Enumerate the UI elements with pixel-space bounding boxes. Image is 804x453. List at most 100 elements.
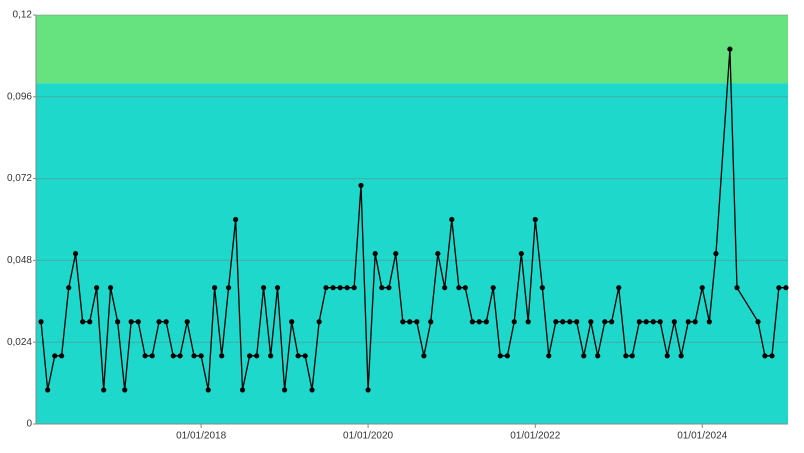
data-point	[156, 319, 162, 325]
data-point	[518, 250, 524, 257]
data-point	[72, 250, 79, 257]
data-point	[393, 250, 399, 257]
data-point	[330, 285, 336, 291]
data-point	[476, 319, 482, 325]
data-point	[282, 387, 288, 393]
data-point	[358, 182, 364, 189]
data-point	[66, 285, 72, 291]
data-point	[692, 319, 698, 325]
data-point	[421, 353, 427, 359]
data-point	[532, 216, 538, 223]
data-point	[525, 319, 531, 325]
data-point	[588, 319, 594, 325]
data-point	[274, 285, 281, 291]
data-point	[309, 387, 315, 393]
y-tick-label: 0,024	[7, 337, 32, 348]
data-point	[553, 319, 559, 325]
data-point	[727, 46, 733, 52]
data-point	[462, 285, 468, 291]
data-point	[671, 319, 677, 325]
data-point	[94, 285, 100, 291]
x-tick-label: 01/01/2020	[343, 431, 393, 442]
data-point	[184, 319, 190, 325]
data-point	[483, 319, 489, 325]
data-point	[233, 216, 239, 223]
data-point	[678, 353, 684, 359]
data-point	[344, 285, 350, 291]
threshold-band	[36, 83, 788, 425]
y-tick-label: 0,096	[7, 91, 32, 102]
data-point	[379, 285, 385, 291]
data-point	[212, 285, 218, 291]
data-point	[289, 319, 295, 325]
data-point	[713, 250, 719, 257]
data-point	[247, 353, 253, 359]
data-point	[87, 319, 93, 325]
data-point	[38, 319, 44, 325]
data-point	[142, 353, 148, 359]
data-point	[400, 319, 406, 325]
data-point	[225, 285, 232, 291]
data-point	[205, 387, 211, 393]
data-point	[254, 353, 260, 359]
data-point	[546, 353, 552, 359]
data-point	[295, 353, 301, 359]
x-tick-label: 01/01/2022	[510, 431, 560, 442]
data-point	[316, 319, 322, 325]
data-point	[365, 387, 371, 393]
data-point	[435, 250, 441, 257]
data-point	[560, 319, 566, 325]
data-point	[260, 285, 267, 291]
data-point	[595, 353, 601, 359]
data-point	[776, 285, 782, 291]
data-point	[177, 353, 183, 359]
data-point	[650, 319, 656, 325]
data-point	[769, 353, 775, 359]
data-point	[122, 387, 128, 393]
data-point	[685, 319, 691, 325]
data-point	[574, 319, 580, 325]
data-point	[323, 285, 329, 291]
y-tick-label: 0	[26, 419, 32, 430]
data-point	[449, 216, 455, 223]
data-point	[128, 319, 134, 325]
data-point	[609, 319, 615, 325]
data-point	[407, 319, 413, 325]
x-tick-label: 01/01/2018	[176, 431, 226, 442]
data-point	[539, 285, 545, 291]
data-point	[629, 353, 635, 359]
data-point	[115, 319, 121, 325]
data-point	[581, 353, 587, 359]
data-point	[268, 353, 274, 359]
data-point	[643, 319, 649, 325]
data-point	[657, 319, 663, 325]
data-point	[469, 319, 475, 325]
data-point	[428, 319, 434, 325]
data-point	[414, 319, 420, 325]
data-point	[372, 250, 378, 257]
data-point	[59, 353, 65, 359]
data-point	[45, 387, 51, 393]
data-point	[239, 387, 246, 393]
y-tick-label: 0,12	[13, 10, 33, 21]
data-point	[616, 285, 622, 291]
y-tick-label: 0,048	[7, 255, 32, 266]
data-point	[734, 285, 740, 291]
data-point	[351, 285, 357, 291]
data-point	[755, 319, 761, 325]
data-point	[219, 353, 225, 359]
y-tick-label: 0,072	[7, 173, 32, 184]
data-point	[191, 353, 197, 359]
data-point	[442, 285, 448, 291]
data-point	[302, 353, 308, 359]
data-point	[497, 353, 503, 359]
x-tick-label: 01/01/2024	[677, 431, 727, 442]
data-point	[80, 319, 86, 325]
data-point	[567, 319, 573, 325]
data-point	[107, 285, 114, 291]
data-point	[602, 319, 608, 325]
data-point	[52, 353, 58, 359]
data-point	[149, 353, 155, 359]
data-point	[163, 319, 169, 325]
